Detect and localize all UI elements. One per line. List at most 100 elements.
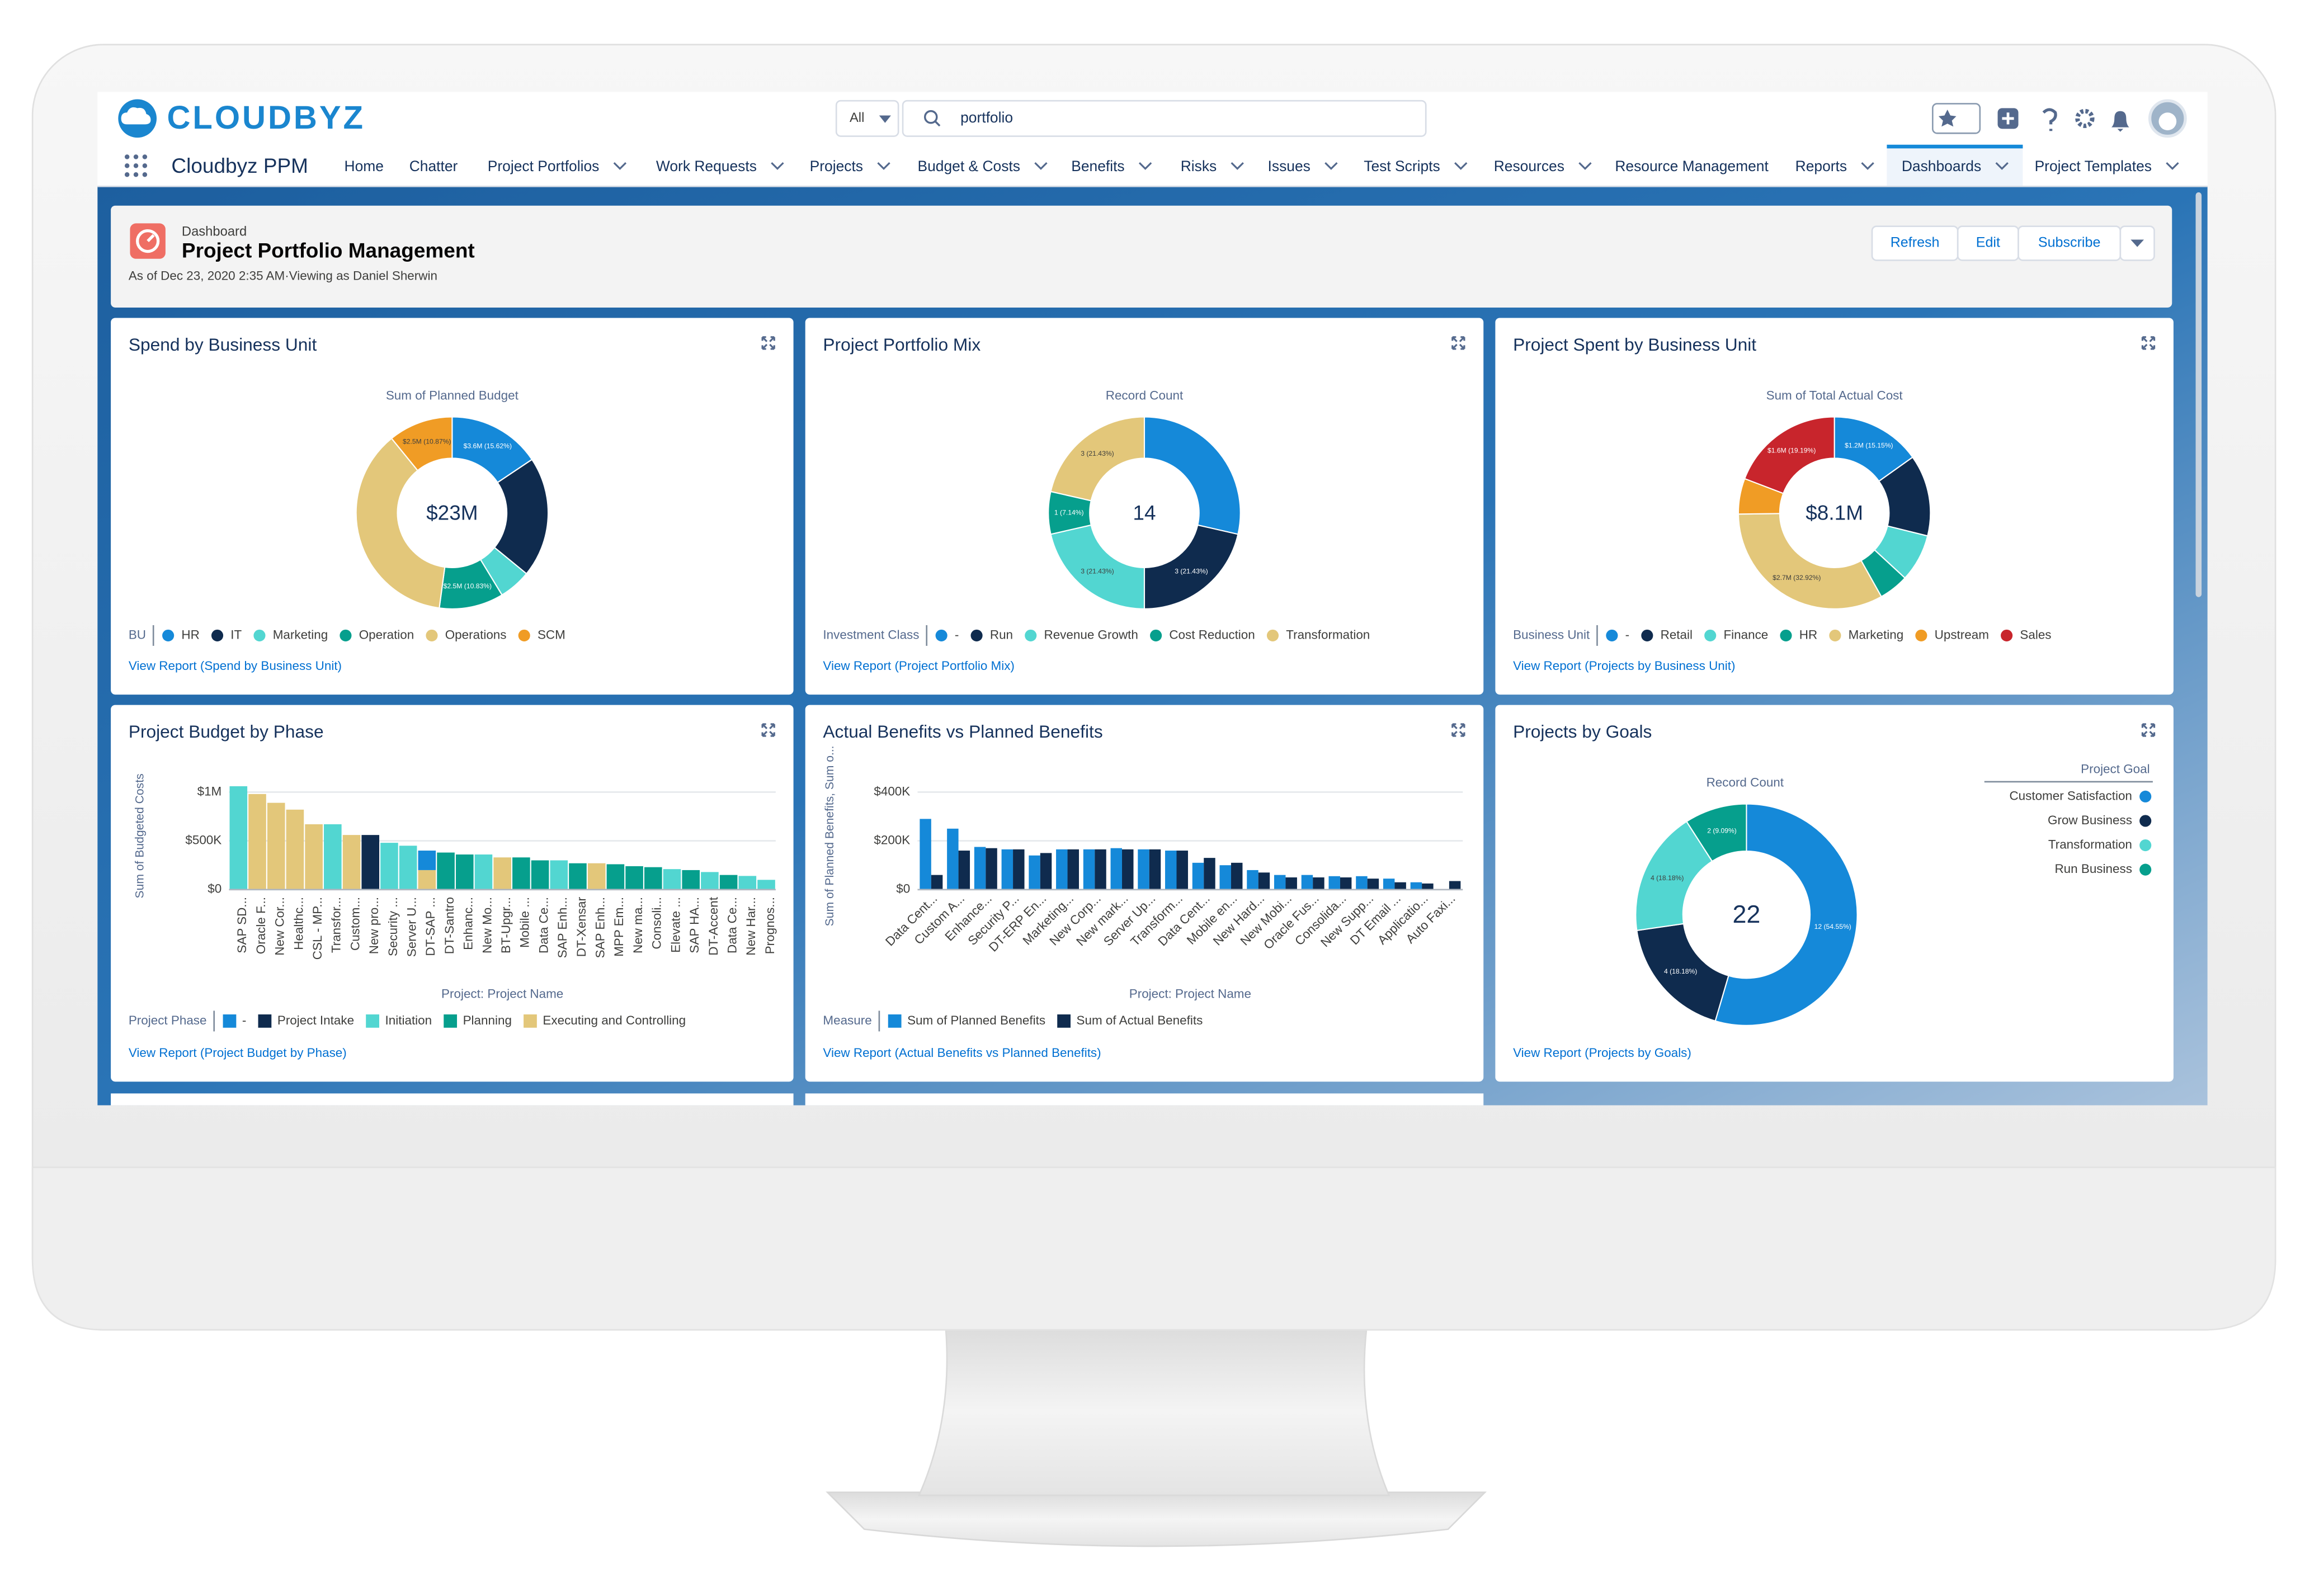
legend-label[interactable]: - [955,627,959,641]
bar[interactable] [1165,851,1177,890]
nav-item[interactable]: Resource Management [1615,158,1769,174]
nav-item[interactable]: Test Scripts [1364,158,1440,174]
bar-segment[interactable] [569,863,587,890]
donut-segment[interactable] [1050,416,1146,502]
donut-segment[interactable] [1685,803,1747,862]
bar[interactable] [1274,875,1286,890]
bar[interactable] [1394,882,1406,890]
bar[interactable] [1204,858,1215,890]
legend-label[interactable]: IT [230,627,242,641]
legend-label[interactable]: Executing and Controlling [543,1013,686,1027]
nav-dropdown[interactable] [2166,162,2179,170]
legend-label[interactable]: - [1625,627,1629,641]
nav-item[interactable]: Reports [1795,158,1847,174]
bar-segment[interactable] [342,835,361,890]
bar[interactable] [1095,849,1106,890]
bar[interactable] [1422,883,1434,890]
expand-icon[interactable] [1451,723,1465,737]
report-link[interactable]: View Report (Project Portfolio Mix) [823,659,1015,673]
bar[interactable] [1247,870,1258,890]
legend-label[interactable]: Sales [2020,627,2051,641]
bar-segment[interactable] [474,854,493,890]
nav-item[interactable]: Budget & Costs [917,158,1020,174]
bar[interactable] [1340,877,1352,890]
scrollbar[interactable] [2195,192,2202,597]
bar[interactable] [1001,849,1014,890]
bar-segment[interactable] [437,852,455,890]
nav-item[interactable]: Project Portfolios [488,158,600,174]
legend-label[interactable]: Sum of Planned Benefits [907,1013,1045,1027]
nav-dropdown[interactable] [1861,162,1874,170]
legend-label[interactable]: Operation [359,627,414,641]
bar[interactable] [1219,865,1231,890]
bar-segment[interactable] [324,824,342,890]
donut-segment[interactable] [1143,524,1239,610]
report-link[interactable]: View Report (Spend by Business Unit) [129,659,342,673]
bar[interactable] [974,847,986,890]
bar-segment[interactable] [380,843,398,890]
legend-label[interactable]: - [242,1013,246,1027]
nav-item[interactable]: Dashboards [1902,158,1981,174]
bar-segment[interactable] [305,824,323,890]
bar-segment[interactable] [701,872,719,890]
bar[interactable] [1356,876,1368,890]
bar[interactable] [1138,849,1149,890]
bar-segment[interactable] [512,857,530,890]
bar-segment[interactable] [399,846,417,890]
bar[interactable] [1313,877,1324,890]
bar-segment[interactable] [248,794,266,890]
bar[interactable] [1056,849,1068,890]
legend-label[interactable]: HR [1799,627,1817,641]
legend-label[interactable]: Run Business [2054,862,2132,876]
legend-label[interactable]: Cost Reduction [1169,627,1255,641]
bar[interactable] [1122,849,1134,890]
bar[interactable] [1285,877,1297,890]
bar[interactable] [1040,853,1052,890]
bar-segment[interactable] [719,875,738,890]
expand-icon[interactable] [2141,723,2156,737]
report-link[interactable]: View Report (Projects by Goals) [1513,1046,1691,1060]
nav-dropdown[interactable] [1034,162,1048,170]
donut-segment[interactable] [390,416,453,471]
bar-segment[interactable] [531,860,549,890]
bar-segment[interactable] [286,809,304,890]
bar-segment[interactable] [625,866,643,890]
bar-segment[interactable] [418,851,436,870]
nav-dropdown[interactable] [877,162,890,170]
header-button-label[interactable]: Refresh [1891,235,1940,251]
donut-segment[interactable] [493,459,549,575]
nav-item[interactable]: Resources [1494,158,1564,174]
donut-segment[interactable] [1737,513,1883,610]
bar[interactable] [1149,849,1161,890]
bar[interactable] [947,828,959,890]
legend-label[interactable]: Revenue Growth [1044,627,1138,641]
donut-segment[interactable] [1143,416,1241,535]
bar[interactable] [1029,855,1040,890]
bar-segment[interactable] [644,867,662,890]
search-text[interactable]: portfolio [960,109,1013,126]
bar[interactable] [931,875,943,890]
bar-segment[interactable] [361,835,380,890]
legend-label[interactable]: Marketing [1849,627,1904,641]
bar[interactable] [1083,849,1095,890]
legend-label[interactable]: Operations [445,627,507,641]
legend-label[interactable]: Run [990,627,1013,641]
nav-item[interactable]: Project Templates [2035,158,2152,174]
bar[interactable] [1301,875,1313,890]
nav-item[interactable]: Work Requests [656,158,757,174]
bar[interactable] [1383,879,1395,890]
nav-dropdown[interactable] [1995,162,2009,170]
nav-item[interactable]: Issues [1268,158,1311,174]
nav-dropdown[interactable] [1454,162,1468,170]
bar[interactable] [1067,849,1080,890]
expand-icon[interactable] [761,723,775,737]
report-link[interactable]: View Report (Actual Benefits vs Planned … [823,1046,1101,1060]
bar-segment[interactable] [663,869,681,890]
bar-segment[interactable] [587,863,606,890]
legend-label[interactable]: Planning [463,1013,512,1027]
bar-segment[interactable] [606,864,625,890]
bar[interactable] [1367,879,1379,890]
report-link[interactable]: View Report (Project Budget by Phase) [129,1046,347,1060]
legend-label[interactable]: Customer Satisfaction [2009,788,2132,802]
header-button-label[interactable]: Subscribe [2038,235,2101,251]
